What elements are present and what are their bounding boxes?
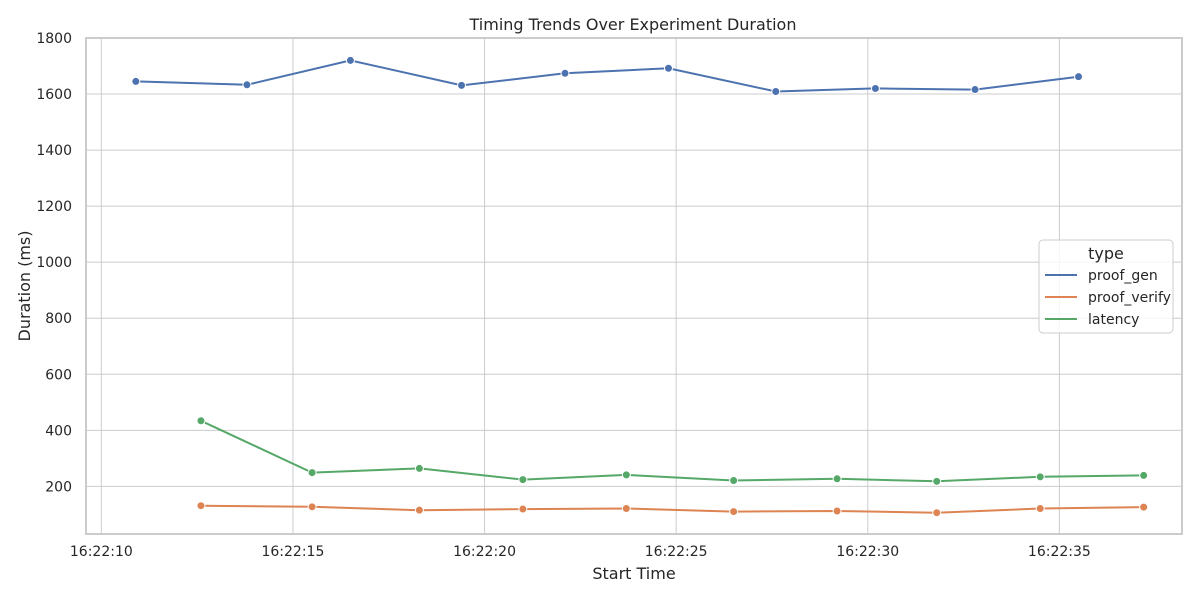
legend-box xyxy=(1038,239,1174,334)
chart-title: Timing Trends Over Experiment Duration xyxy=(469,15,797,34)
y-tick-label: 1200 xyxy=(36,199,72,215)
y-tick-label: 1000 xyxy=(36,255,72,271)
y-tick-label: 1400 xyxy=(36,143,72,159)
series-group xyxy=(131,55,1149,518)
legend-title: type xyxy=(1088,244,1124,263)
data-point-proof-verify xyxy=(518,504,528,514)
data-point-proof-gen xyxy=(771,87,781,97)
y-tick-label: 200 xyxy=(45,479,72,495)
y-tick-label: 1600 xyxy=(36,87,72,103)
data-point-proof-verify xyxy=(196,501,206,511)
data-point-latency xyxy=(832,474,842,484)
y-tick-label: 400 xyxy=(45,423,72,439)
data-point-proof-verify xyxy=(1139,502,1149,512)
y-tick-label: 600 xyxy=(45,367,72,383)
series-line-latency xyxy=(200,419,1144,483)
data-point-proof-gen xyxy=(560,68,570,78)
data-point-latency xyxy=(307,468,317,478)
legend: type proof_gen proof_verify latency xyxy=(1038,239,1174,334)
data-point-latency xyxy=(518,475,528,485)
series-line-proof-gen xyxy=(135,59,1079,93)
x-axis-label: Start Time xyxy=(592,564,675,583)
data-point-latency xyxy=(1139,470,1149,480)
x-tick-label: 16:22:20 xyxy=(453,544,516,560)
x-tick-label: 16:22:25 xyxy=(645,544,708,560)
data-point-proof-verify xyxy=(729,507,739,517)
data-point-proof-verify xyxy=(832,506,842,516)
data-point-proof-verify xyxy=(621,503,631,513)
data-point-proof-verify xyxy=(307,502,317,512)
data-point-proof-gen xyxy=(345,55,355,65)
data-point-proof-gen xyxy=(663,63,673,73)
data-point-latency xyxy=(932,476,942,486)
data-point-latency xyxy=(196,416,206,426)
legend-label-proof-gen: proof_gen xyxy=(1088,268,1158,284)
y-tick-label: 1800 xyxy=(36,31,72,47)
data-point-proof-verify xyxy=(932,508,942,518)
data-point-proof-gen xyxy=(457,80,467,90)
y-axis-label: Duration (ms) xyxy=(15,231,34,342)
data-point-proof-gen xyxy=(870,83,880,93)
series-line-proof-verify xyxy=(200,504,1144,514)
legend-label-proof-verify: proof_verify xyxy=(1088,290,1171,306)
y-tick-label: 800 xyxy=(45,311,72,327)
x-tick-label: 16:22:35 xyxy=(1028,544,1091,560)
data-point-latency xyxy=(729,475,739,485)
x-tick-label: 16:22:10 xyxy=(70,544,133,560)
x-tick-label: 16:22:30 xyxy=(836,544,899,560)
data-point-proof-gen xyxy=(242,80,252,90)
data-point-proof-verify xyxy=(414,505,424,515)
x-tick-label: 16:22:15 xyxy=(261,544,324,560)
plot-frame xyxy=(85,37,1183,535)
data-point-proof-gen xyxy=(970,85,980,95)
legend-label-latency: latency xyxy=(1088,312,1139,328)
data-point-proof-gen xyxy=(131,76,141,86)
ticks: 200 400 600 800 1000 1200 1400 1600 1800 16:22:10… xyxy=(36,31,1090,560)
data-point-proof-verify xyxy=(1035,503,1045,513)
data-point-proof-gen xyxy=(1074,72,1084,82)
data-point-latency xyxy=(414,463,424,473)
grid xyxy=(86,37,1182,534)
data-point-latency xyxy=(621,470,631,480)
data-point-latency xyxy=(1035,472,1045,482)
